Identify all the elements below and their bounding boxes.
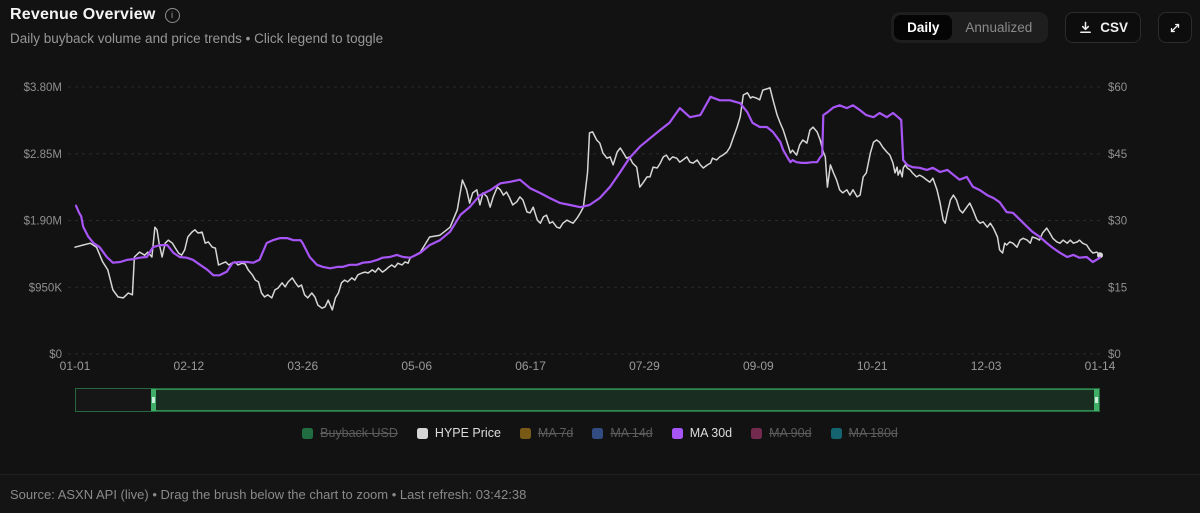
download-icon [1080, 21, 1092, 33]
brush-handle-left[interactable] [150, 389, 156, 411]
series-hype-price [74, 87, 1101, 311]
csv-download-button[interactable]: CSV [1065, 12, 1141, 43]
chart-legend: Buyback USD HYPE Price MA 7d MA 14d MA 30d MA… [0, 426, 1200, 440]
x-axis-tick: 01-14 [1085, 359, 1116, 373]
legend-label: Buyback USD [320, 426, 398, 440]
legend-swatch [592, 427, 604, 439]
x-axis-tick: 09-09 [743, 359, 774, 373]
legend-swatch [671, 427, 683, 439]
x-axis-tick: 12-03 [971, 359, 1002, 373]
legend-label: MA 14d [610, 426, 653, 440]
footer-text: Source: ASXN API (live) • Drag the brush… [10, 486, 527, 502]
x-axis-tick: 03-26 [287, 359, 318, 373]
x-axis-tick: 06-17 [515, 359, 546, 373]
legend-item-ma-30d[interactable]: MA 30d [671, 426, 733, 440]
legend-item-buyback-usd[interactable]: Buyback USD [302, 426, 398, 440]
csv-label: CSV [1100, 20, 1128, 35]
legend-swatch [519, 427, 531, 439]
page-title: Revenue Overview [10, 6, 156, 23]
legend-swatch [302, 427, 314, 439]
legend-item-ma-180d[interactable]: MA 180d [830, 426, 898, 440]
legend-swatch [830, 427, 842, 439]
legend-swatch [751, 427, 763, 439]
legend-swatch [416, 427, 428, 439]
brush-container[interactable] [75, 388, 1100, 412]
toggle-annualized[interactable]: Annualized [965, 20, 1033, 35]
left-axis-tick: $950K [29, 282, 63, 294]
legend-item-ma-90d[interactable]: MA 90d [751, 426, 812, 440]
x-axis-tick: 07-29 [629, 359, 660, 373]
expand-icon [1170, 23, 1180, 32]
footer: Source: ASXN API (live) • Drag the brush… [0, 474, 1200, 513]
x-axis-tick: 02-12 [174, 359, 205, 373]
brush-selection[interactable] [152, 389, 1099, 411]
brush-handle-right[interactable] [1094, 389, 1099, 411]
legend-item-hype-price[interactable]: HYPE Price [416, 426, 501, 440]
x-axis-tick: 10-21 [857, 359, 888, 373]
legend-item-ma-7d[interactable]: MA 7d [519, 426, 574, 440]
right-axis-tick: $45 [1108, 149, 1127, 161]
legend-label: MA 30d [689, 426, 733, 440]
frequency-toggle: Daily Annualized [891, 12, 1049, 43]
x-axis-tick: 05-06 [401, 359, 432, 373]
expand-button[interactable] [1158, 12, 1192, 43]
page-subtitle: Daily buyback volume and price trends • … [10, 31, 384, 46]
x-axis-tick: 01-01 [60, 359, 91, 373]
legend-label: MA 7d [537, 426, 574, 440]
brush-handle-notch [151, 397, 155, 403]
left-axis-tick: $2.85M [24, 149, 62, 161]
revenue-chart[interactable]: $3.80M $60$2.85M $45$1.90M $30$950K $15$0 $00… [0, 58, 1200, 388]
series-ma-30d [74, 95, 1102, 277]
right-axis-tick: $0 [1108, 349, 1121, 361]
toolbar: Daily Annualized CSV [891, 12, 1192, 43]
right-axis-tick: $60 [1108, 82, 1127, 94]
legend-label: HYPE Price [434, 426, 501, 440]
legend-label: MA 180d [848, 426, 898, 440]
left-axis-tick: $1.90M [24, 216, 62, 228]
left-axis-tick: $3.80M [24, 82, 62, 94]
left-axis-tick: $0 [49, 349, 62, 361]
toggle-daily[interactable]: Daily [894, 15, 953, 40]
info-icon[interactable]: i [164, 7, 180, 23]
brush-handle-notch [1095, 397, 1098, 403]
legend-item-ma-14d[interactable]: MA 14d [592, 426, 653, 440]
right-axis-tick: $30 [1108, 216, 1127, 228]
right-axis-tick: $15 [1108, 282, 1127, 294]
header: Revenue Overview i [10, 6, 180, 24]
legend-label: MA 90d [769, 426, 812, 440]
series-end-dot [1097, 252, 1103, 259]
